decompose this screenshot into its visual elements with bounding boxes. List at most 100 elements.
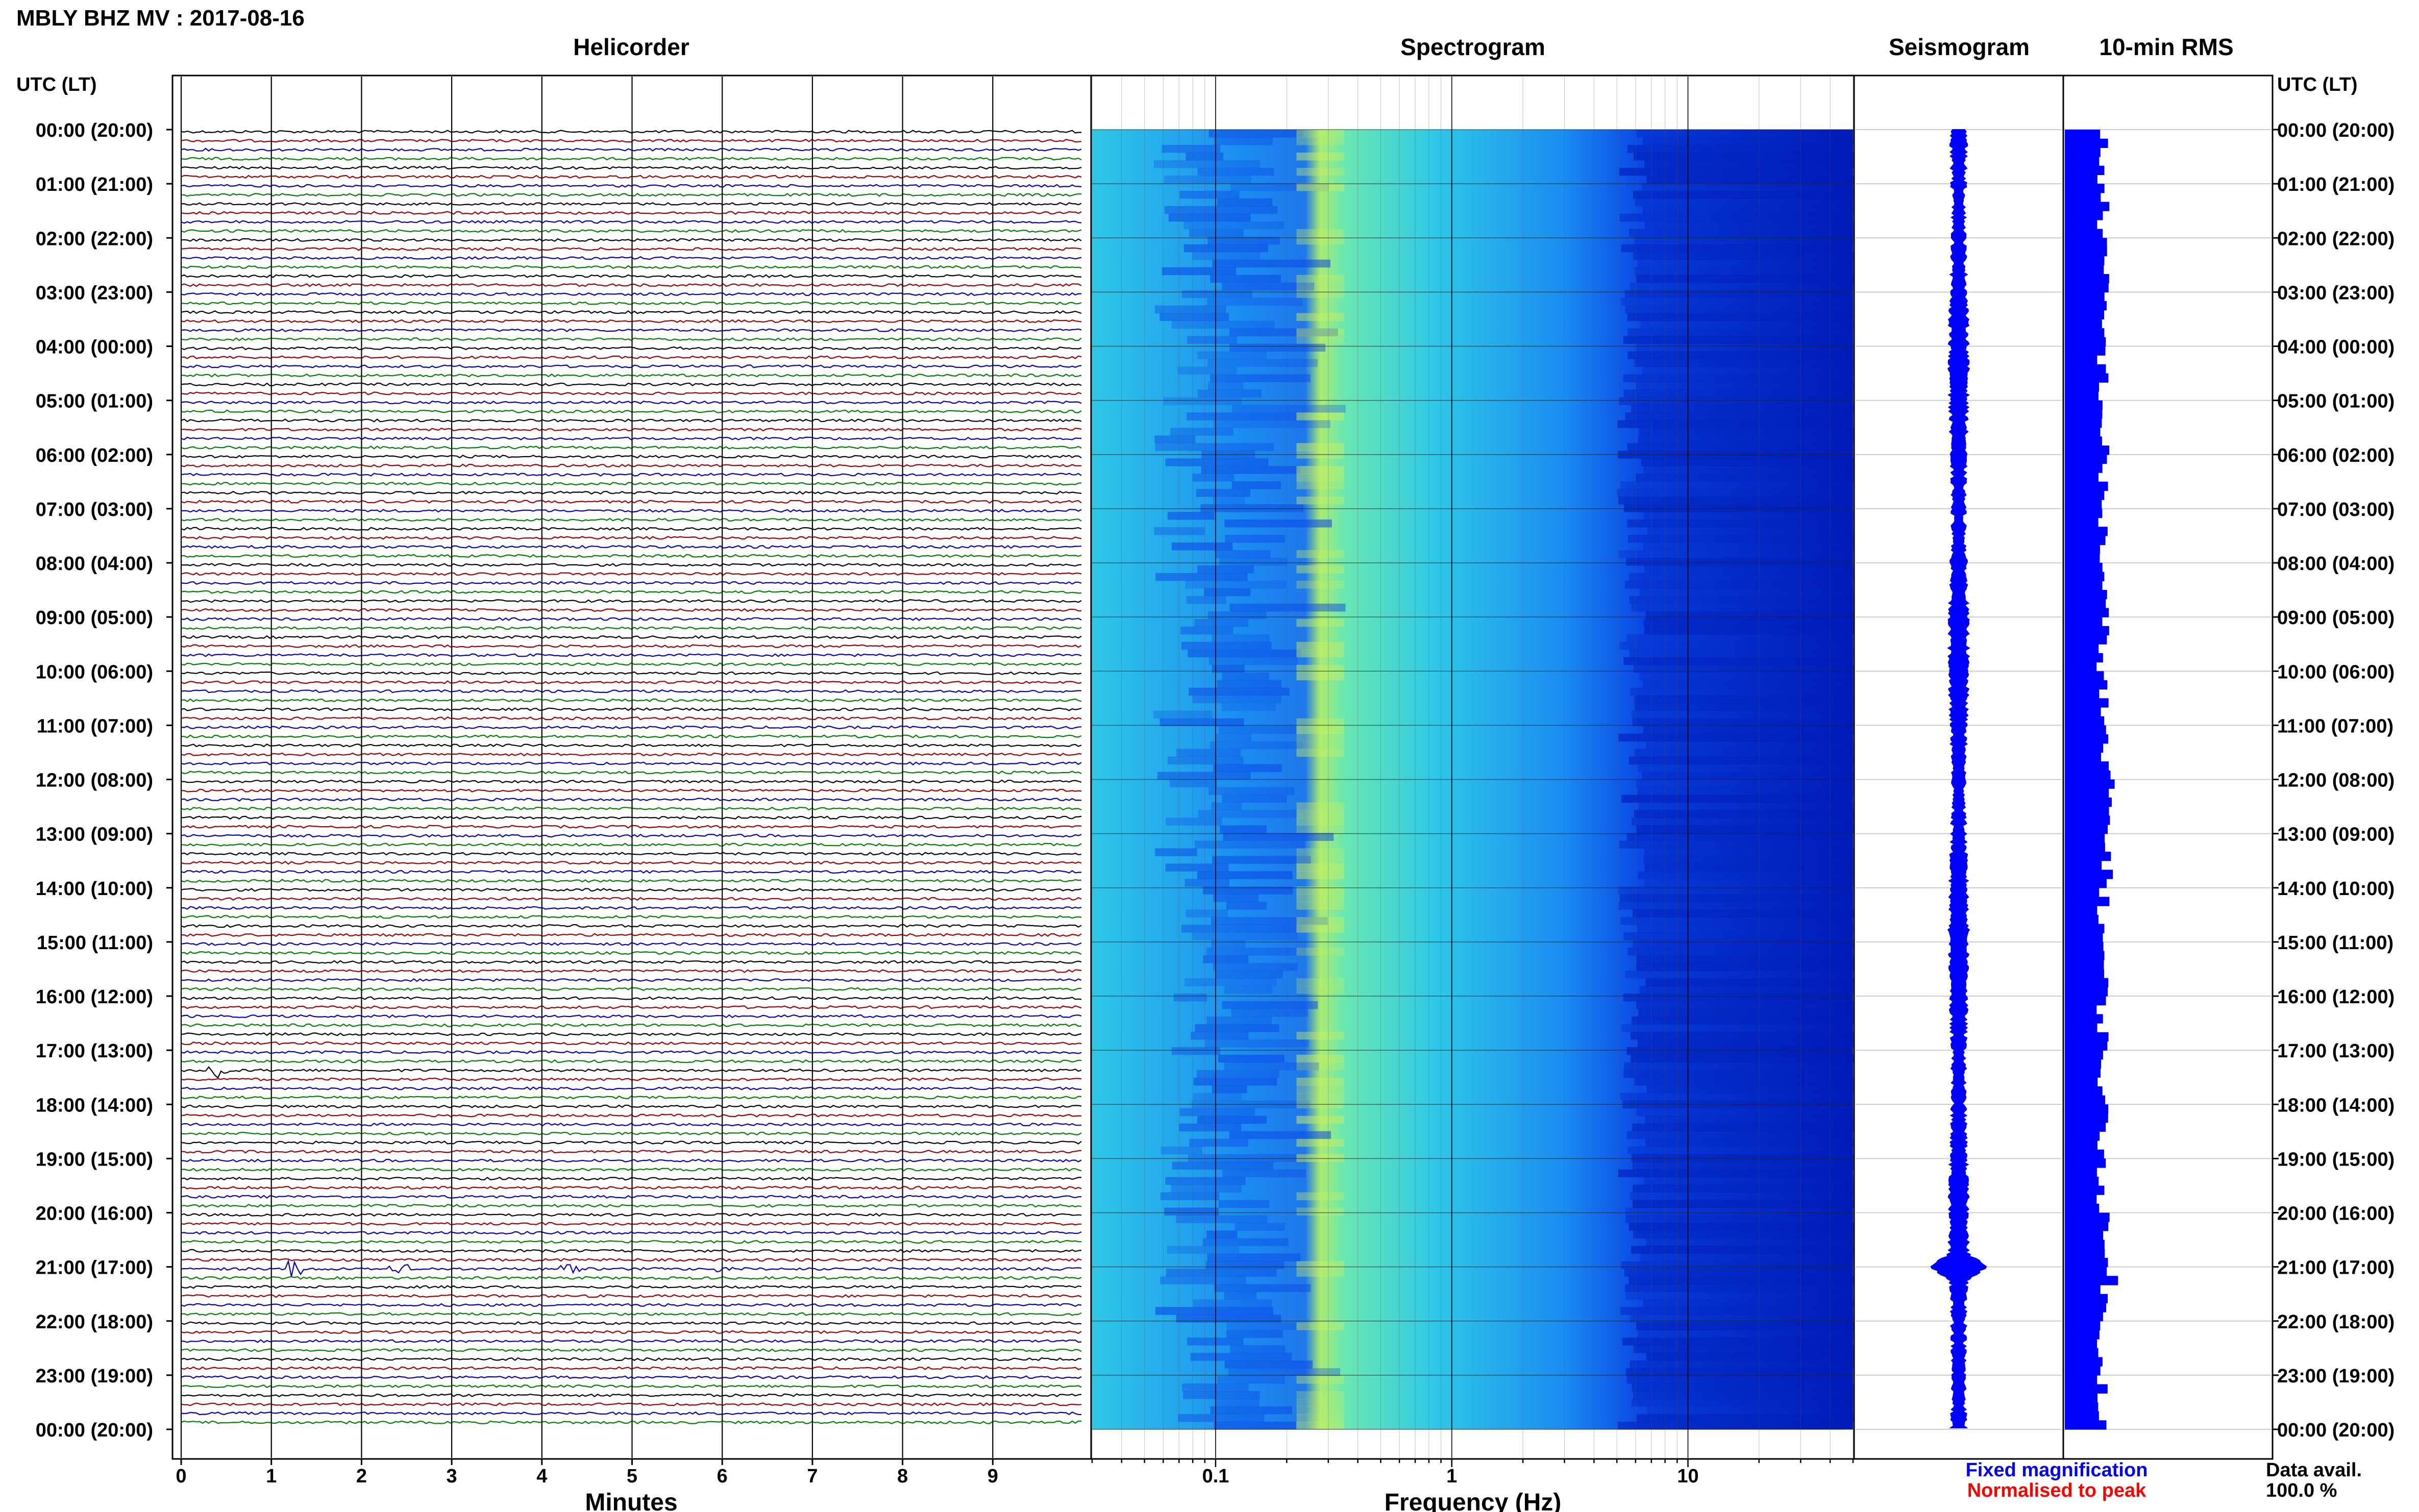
time-tick-label-right: 23:00 (19:00) — [2277, 1366, 2395, 1387]
helicorder-trace — [181, 960, 1082, 964]
rms-bar — [2065, 833, 2105, 843]
spectrogram-cell — [1222, 795, 1287, 803]
spectrogram-cell — [1296, 1138, 1344, 1147]
spectrogram-cell — [1627, 948, 1853, 956]
helicorder-trace — [181, 1294, 1082, 1298]
rms-bar — [2065, 815, 2110, 825]
rms-bar — [2065, 1086, 2103, 1096]
spectrogram-cell — [1643, 512, 1869, 520]
spectrogram-cell — [1627, 328, 1853, 337]
spectrogram-cell — [1168, 213, 1251, 222]
time-tick-label-right: 08:00 (04:00) — [2277, 553, 2395, 575]
rms-bar — [2065, 238, 2107, 247]
spectrogram-cell — [1166, 1269, 1277, 1277]
rms-bar — [2065, 1330, 2100, 1340]
spectrogram-cell — [1181, 925, 1302, 933]
time-tick-label-left: 20:00 (16:00) — [36, 1203, 153, 1225]
spectrogram-cell — [1626, 634, 1852, 642]
helicorder-trace — [181, 301, 1082, 305]
spectrogram-cell — [1231, 1008, 1309, 1017]
rms-bar — [2065, 1321, 2101, 1331]
spectrogram-cell — [1175, 1215, 1268, 1223]
rms-bar — [2065, 1068, 2101, 1078]
legend-normalised-to-peak: Normalised to peak — [1967, 1480, 2146, 1501]
spectrogram-cell — [1196, 1070, 1279, 1078]
spectrogram-cell — [1633, 1345, 1859, 1353]
spectrogram-cell — [1218, 1200, 1270, 1208]
helicorder-trace — [181, 806, 1082, 811]
helicorder-trace — [181, 1330, 1082, 1334]
helicorder-trace — [181, 1195, 1081, 1199]
spectrogram-cell — [1636, 1001, 1862, 1009]
rms-bar — [2065, 725, 2106, 735]
rms-bar — [2065, 418, 2102, 428]
helicorder-trace — [181, 897, 1082, 901]
spectrogram-cell — [1633, 1184, 1858, 1193]
spectrogram-cell — [1619, 840, 1845, 849]
utc-label-right: UTC (LT) — [2277, 74, 2358, 95]
rms-bar — [2065, 788, 2109, 798]
rms-bar — [2065, 427, 2101, 437]
spectrogram-cell — [1224, 519, 1332, 528]
spectrogram-cell — [1296, 672, 1344, 681]
spectrogram-cell — [1224, 1360, 1313, 1369]
spectrogram-cell — [1211, 940, 1246, 948]
spectrogram-cell — [1296, 1192, 1344, 1201]
spectrogram-cell — [1181, 641, 1272, 650]
spectrogram-cell — [1636, 825, 1862, 833]
spectrogram-cell — [1296, 1062, 1344, 1071]
spectrogram-cell — [1229, 1131, 1331, 1139]
rms-bar — [2065, 761, 2109, 771]
spectrogram-cell — [1228, 1368, 1341, 1376]
rms-bar — [2065, 256, 2105, 265]
spectrogram-cell — [1296, 1085, 1344, 1094]
rms-bar — [2065, 346, 2106, 356]
helicorder-trace — [181, 1041, 1082, 1046]
spectrogram-cell — [1646, 1353, 1872, 1361]
spectrogram-cell — [1296, 1391, 1344, 1399]
rms-bar — [2065, 707, 2101, 717]
spectrogram-cell — [1636, 1322, 1862, 1330]
spectrogram-cell — [1180, 626, 1233, 635]
rms-bar — [2065, 1185, 2105, 1195]
helicorder-trace — [181, 184, 1082, 188]
rms-bar — [2065, 219, 2097, 230]
helicorder-trace — [181, 653, 1082, 657]
spectrogram-cell — [1193, 1299, 1272, 1307]
spectrogram-cell — [1212, 259, 1331, 268]
spectrogram-cell — [1296, 152, 1344, 161]
spectrogram-cell — [1160, 1276, 1246, 1284]
time-tick-label-right: 15:00 (11:00) — [2277, 932, 2393, 954]
spectrogram-cell — [1171, 320, 1275, 329]
spectrogram-cell — [1633, 252, 1859, 260]
rms-bar — [2065, 463, 2103, 473]
spectrogram-cell — [1618, 1422, 1843, 1430]
spectrogram-cell — [1224, 1062, 1319, 1071]
helicorder-trace — [181, 328, 1082, 332]
spectrogram-cell — [1217, 680, 1281, 688]
helicorder-trace — [181, 482, 1082, 486]
spectrogram-cell — [1296, 1261, 1344, 1269]
helicorder-trace — [181, 1032, 1082, 1036]
spectrogram-cell — [1167, 1246, 1240, 1254]
spectrogram-cell — [1296, 229, 1344, 237]
spectrogram-cell — [1210, 741, 1303, 750]
rms-bar — [2065, 879, 2107, 888]
helicorder-trace — [181, 202, 1082, 206]
spectrogram-cell — [1640, 1253, 1866, 1261]
helicorder-trace — [181, 455, 1082, 459]
rms-bar — [2065, 1222, 2109, 1231]
spectrogram-cell — [1192, 474, 1235, 482]
spectrogram-cell — [1635, 474, 1861, 482]
rms-bar — [2065, 265, 2104, 275]
helicorder-trace — [181, 1339, 1082, 1343]
rms-bar — [2065, 1402, 2099, 1412]
spectrogram-cell — [1218, 726, 1297, 734]
helicorder-trace — [181, 1131, 1082, 1136]
helicorder-trace — [181, 490, 1082, 495]
spectrogram-cell — [1296, 649, 1344, 658]
spectrogram-cell — [1179, 1108, 1255, 1117]
rms-bar — [2065, 960, 2104, 970]
rms-bar — [2065, 689, 2100, 699]
spectrogram-cell — [1229, 343, 1326, 352]
